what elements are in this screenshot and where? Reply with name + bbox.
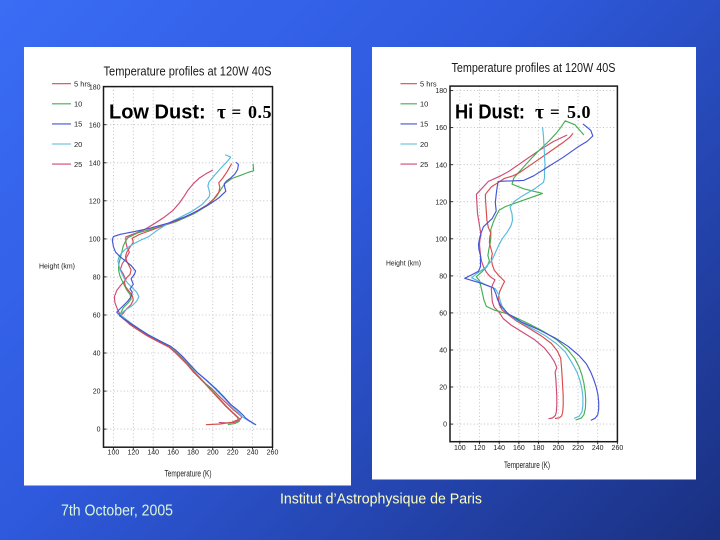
svg-text:Height (km): Height (km) — [386, 259, 421, 268]
svg-text:80: 80 — [439, 274, 447, 281]
svg-text:240: 240 — [247, 450, 259, 457]
svg-text:40: 40 — [439, 348, 447, 355]
svg-text:140: 140 — [147, 450, 159, 457]
svg-text:160: 160 — [89, 122, 101, 129]
svg-text:160: 160 — [435, 125, 447, 132]
svg-text:180: 180 — [187, 450, 199, 457]
svg-text:120: 120 — [127, 450, 139, 457]
svg-text:0: 0 — [97, 427, 101, 434]
svg-text:Institut d’Astrophysique de Pa: Institut d’Astrophysique de Paris — [280, 492, 482, 508]
svg-text:100: 100 — [108, 450, 120, 457]
svg-text:100: 100 — [435, 236, 447, 243]
svg-text:20: 20 — [420, 140, 428, 149]
svg-text:7th October, 2005: 7th October, 2005 — [61, 503, 173, 520]
svg-text:Temperature (K): Temperature (K) — [504, 460, 550, 470]
svg-text:Temperature profiles at 120W 4: Temperature profiles at 120W 40S — [452, 61, 616, 75]
svg-text:120: 120 — [435, 199, 447, 206]
svg-text:80: 80 — [93, 275, 101, 282]
svg-text:60: 60 — [439, 311, 447, 318]
svg-text:140: 140 — [435, 162, 447, 169]
svg-text:25: 25 — [74, 160, 82, 169]
svg-text:Temperature profiles at 120W 4: Temperature profiles at 120W 40S — [104, 65, 272, 79]
svg-text:=: = — [550, 103, 560, 122]
svg-text:5 hrs: 5 hrs — [74, 80, 91, 89]
svg-text:Height (km): Height (km) — [39, 262, 75, 271]
svg-text:Temperature (K): Temperature (K) — [165, 469, 212, 479]
svg-text:Hi Dust:: Hi Dust: — [455, 101, 525, 123]
svg-text:180: 180 — [89, 84, 101, 91]
svg-text:τ: τ — [535, 102, 544, 123]
svg-text:20: 20 — [439, 385, 447, 392]
svg-text:100: 100 — [89, 237, 101, 244]
svg-text:5.0: 5.0 — [567, 102, 591, 122]
svg-text:100: 100 — [454, 445, 466, 452]
svg-text:260: 260 — [267, 450, 279, 457]
svg-text:160: 160 — [167, 450, 179, 457]
svg-text:140: 140 — [89, 160, 101, 167]
svg-text:40: 40 — [93, 351, 101, 358]
svg-text:220: 220 — [572, 445, 584, 452]
svg-text:15: 15 — [74, 120, 82, 129]
svg-text:20: 20 — [93, 389, 101, 396]
svg-text:5 hrs: 5 hrs — [420, 80, 437, 89]
svg-text:260: 260 — [612, 445, 624, 452]
svg-text:240: 240 — [592, 445, 604, 452]
svg-text:120: 120 — [89, 198, 101, 205]
svg-text:180: 180 — [533, 445, 545, 452]
svg-text:60: 60 — [93, 313, 101, 320]
svg-text:220: 220 — [227, 450, 239, 457]
svg-text:10: 10 — [74, 100, 82, 109]
svg-text:=: = — [232, 103, 242, 122]
svg-text:160: 160 — [513, 445, 525, 452]
svg-text:200: 200 — [552, 445, 564, 452]
svg-text:25: 25 — [420, 160, 428, 169]
svg-text:Low Dust:: Low Dust: — [109, 101, 206, 123]
svg-text:180: 180 — [435, 88, 447, 95]
svg-text:200: 200 — [207, 450, 219, 457]
svg-text:τ: τ — [217, 102, 226, 123]
svg-text:140: 140 — [493, 445, 505, 452]
svg-text:20: 20 — [74, 140, 82, 149]
svg-text:15: 15 — [420, 120, 428, 129]
svg-text:0.5: 0.5 — [248, 102, 272, 122]
svg-text:120: 120 — [474, 445, 486, 452]
svg-text:10: 10 — [420, 100, 428, 109]
svg-text:0: 0 — [443, 422, 447, 429]
